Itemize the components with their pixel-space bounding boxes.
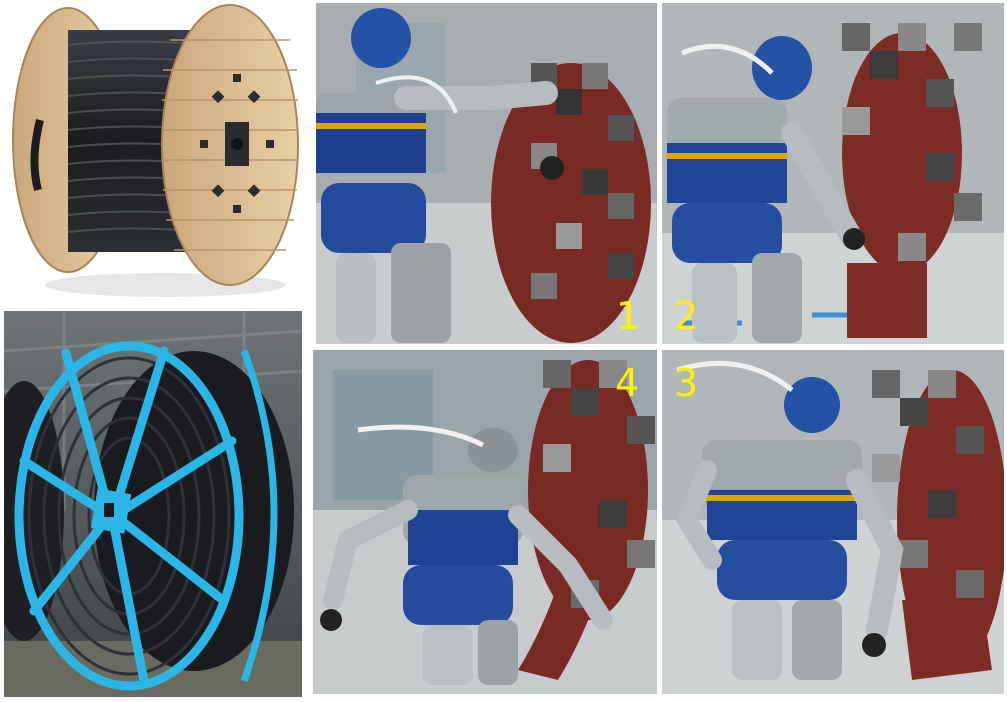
step-number-label: 2 [674, 294, 699, 338]
humanoid-robot-icon [316, 3, 657, 344]
step-number-label: 4 [615, 361, 640, 405]
humanoid-robot-icon [662, 3, 1004, 344]
step-number-label: 3 [674, 361, 699, 405]
robot-step-4-photo: 4 [313, 350, 657, 694]
step-number-label: 1 [616, 294, 641, 338]
robot-step-1-photo: 1 [316, 3, 657, 344]
wooden-cable-drum-photo [0, 0, 306, 306]
steel-cable-drum-photo [4, 311, 302, 697]
humanoid-robot-icon [313, 350, 657, 694]
robot-step-3-photo: 3 [662, 350, 1004, 694]
robot-step-2-photo: 2 [662, 3, 1004, 344]
wooden-cable-drum-icon [12, 4, 299, 297]
humanoid-robot-icon [662, 350, 1004, 694]
blue-steel-cable-drum-icon [4, 311, 302, 697]
